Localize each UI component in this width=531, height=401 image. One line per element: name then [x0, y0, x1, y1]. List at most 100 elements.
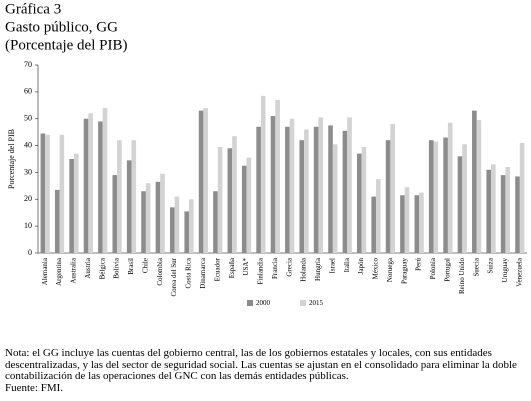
y-tick-label: 10: [24, 221, 32, 230]
bar: [515, 176, 520, 253]
bar: [59, 134, 65, 253]
bar: [198, 110, 204, 254]
x-tick-label: Australia: [70, 257, 78, 284]
bar: [472, 110, 477, 254]
bar: [160, 173, 165, 253]
x-tick-label: Grecia: [285, 257, 293, 277]
bar: [519, 142, 525, 253]
x-tick-label: Perú: [415, 258, 423, 271]
bar: [270, 116, 276, 254]
x-tick-label: Suecia: [472, 257, 480, 277]
note-text: Nota: el GG incluye las cuentas del gobi…: [5, 347, 517, 382]
x-tick-label: Italia: [343, 257, 351, 272]
bar: [289, 118, 295, 253]
bar: [505, 167, 511, 253]
x-tick-label: Ecuador: [213, 257, 221, 281]
bar: [88, 113, 93, 253]
x-tick-label: España: [228, 257, 236, 278]
bar: [299, 140, 305, 253]
bar: [45, 134, 50, 253]
bar: [404, 187, 410, 253]
bar: [184, 211, 190, 253]
bar: [400, 195, 405, 253]
x-tick-label: Austria: [84, 257, 92, 279]
bar: [213, 191, 218, 253]
x-tick-label: Colombia: [156, 257, 164, 286]
y-tick-label: 50: [24, 114, 32, 123]
bar: [112, 175, 118, 253]
note: Nota: el GG incluye las cuentas del gobi…: [5, 347, 529, 394]
bar: [433, 141, 439, 253]
x-tick-label: Holanda: [300, 257, 308, 282]
bar: [428, 140, 434, 253]
bar: [361, 146, 367, 253]
unit-label: (Porcentaje del PIB): [5, 37, 127, 53]
x-tick-label: Argentina: [55, 257, 63, 286]
bar: [342, 130, 348, 253]
x-tick-label: Hungría: [314, 257, 322, 281]
bar: [318, 117, 324, 253]
x-tick-label: Reino Unido: [458, 258, 466, 294]
bar: [170, 207, 175, 253]
bar: [414, 195, 420, 253]
x-tick-label: Chile: [141, 258, 149, 273]
x-tick-label: Bélgica: [98, 257, 106, 279]
x-tick-label: USA*: [242, 258, 250, 276]
x-tick-label: Paraguay: [400, 258, 408, 285]
y-tick-label: 20: [24, 194, 32, 203]
bar: [443, 137, 448, 253]
bar: [40, 133, 46, 253]
bar: [102, 107, 108, 253]
bar: [500, 175, 506, 253]
x-tick-label: Alemania: [41, 257, 49, 285]
bar: [145, 183, 151, 253]
bar: [491, 164, 496, 253]
legend-label: 2000: [256, 299, 271, 307]
bar: [174, 196, 180, 253]
x-tick-label: Polonia: [429, 257, 437, 279]
x-tick-label: Venezuela: [515, 257, 523, 287]
bar: [476, 120, 482, 253]
legend-swatch: [300, 300, 306, 306]
bar: [357, 153, 362, 253]
chart-subtitle: Gasto público, GG: [5, 19, 118, 35]
bar: [126, 160, 132, 253]
y-tick-label: 0: [28, 248, 32, 257]
bar: [275, 99, 280, 254]
bar: [232, 136, 237, 253]
bar: [385, 140, 391, 253]
x-tick-label: Brasil: [127, 258, 135, 275]
legend-label: 2015: [309, 299, 324, 307]
bar: [246, 157, 252, 253]
bar: [189, 199, 194, 253]
bar: [313, 126, 319, 253]
bar: [241, 165, 247, 253]
bar: [98, 121, 103, 254]
chart: Gráfica 3 Gasto público, GG (Porcentaje …: [5, 1, 527, 307]
bar: [328, 125, 333, 253]
y-tick-label: 70: [24, 60, 32, 69]
y-tick-label: 60: [24, 87, 32, 96]
bar: [260, 95, 266, 253]
legend-swatch: [247, 300, 253, 306]
bar: [131, 140, 137, 253]
x-tick-label: Israel: [328, 258, 336, 274]
bar: [486, 169, 492, 253]
x-tick-label: Corea del Sur: [170, 257, 178, 296]
bar: [447, 122, 453, 253]
bar: [83, 118, 89, 253]
bar: [217, 146, 223, 253]
y-tick-label: 30: [24, 167, 32, 176]
bar: [462, 144, 467, 253]
bar: [304, 129, 309, 253]
x-tick-label: Japón: [357, 258, 365, 275]
bar: [419, 192, 424, 253]
chart-title: Gráfica 3: [5, 1, 61, 17]
bar: [117, 140, 122, 253]
y-axis-label: Porcentaje del PIB: [7, 129, 16, 189]
bar: [227, 148, 233, 253]
x-tick-label: Costa Rica: [185, 257, 193, 288]
x-tick-label: Noruega: [386, 257, 394, 282]
x-tick-label: Suiza: [487, 257, 495, 273]
